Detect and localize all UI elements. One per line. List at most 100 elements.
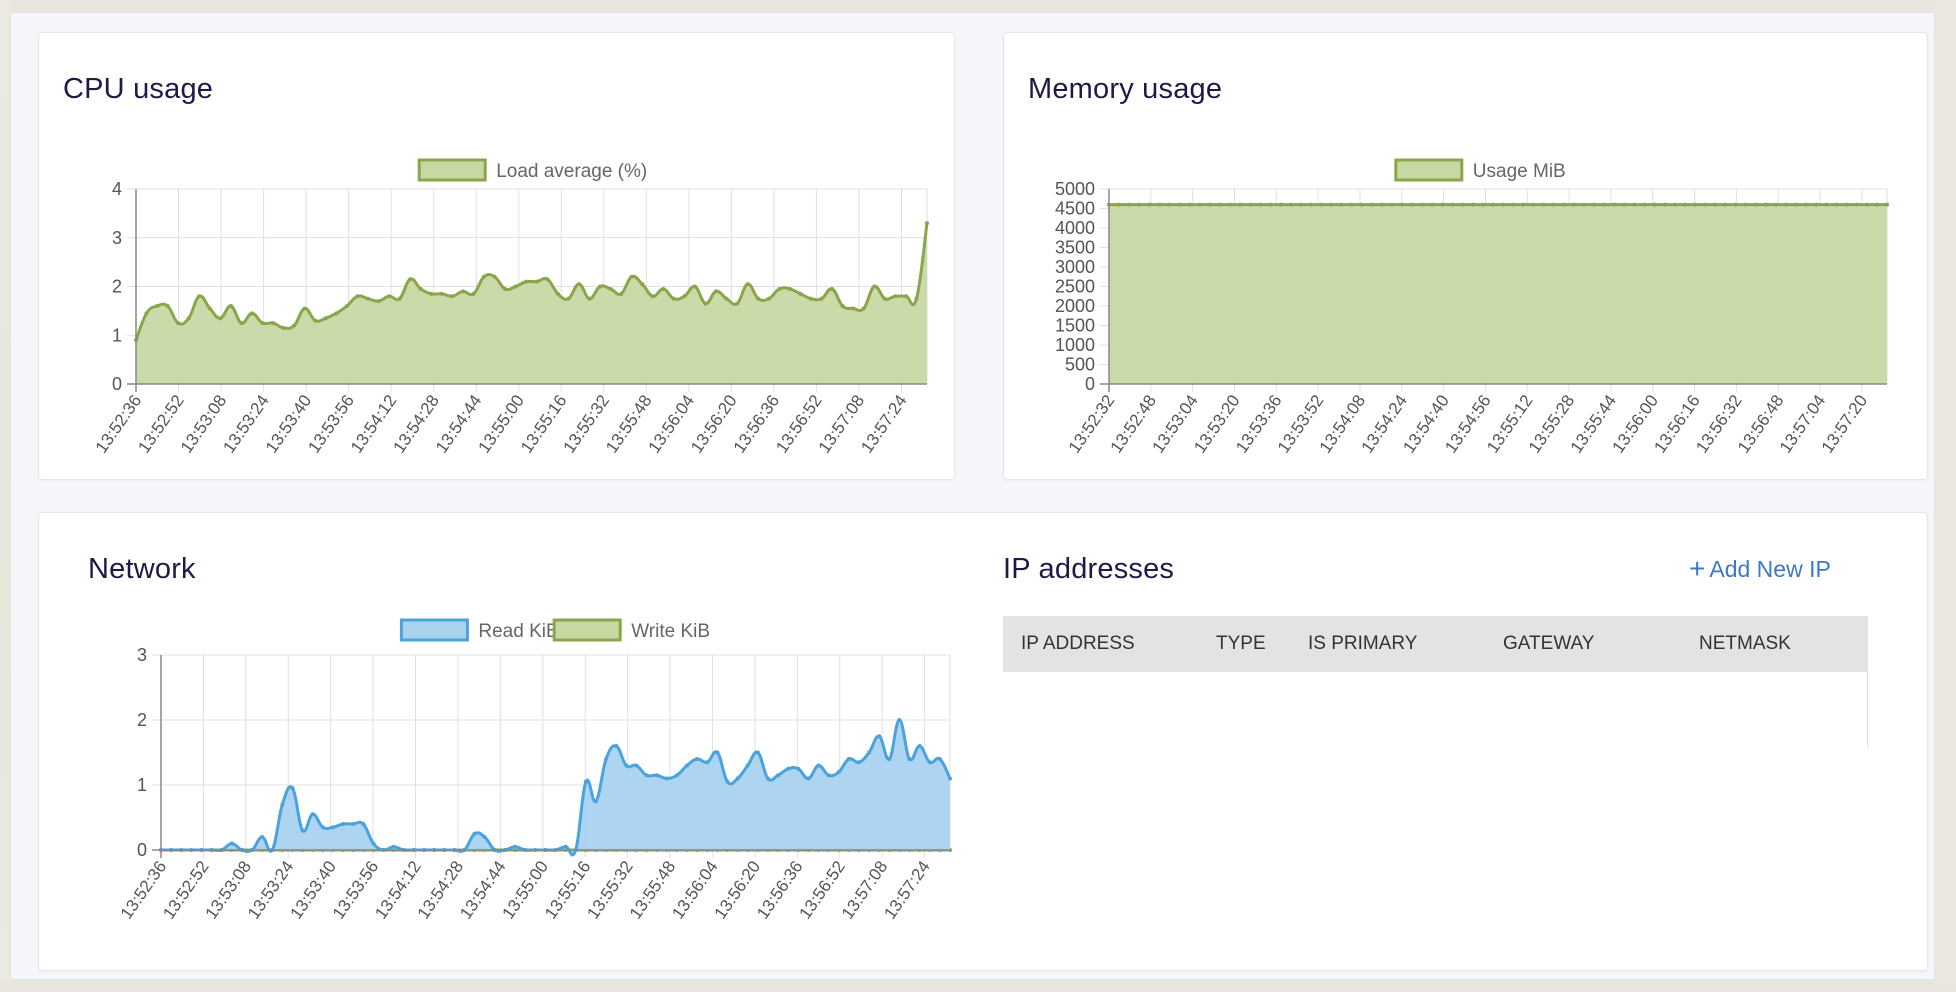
net-point bbox=[836, 770, 841, 774]
cpu-point bbox=[861, 306, 866, 311]
net-point bbox=[472, 831, 477, 836]
cpu-point bbox=[903, 294, 908, 299]
net-point bbox=[796, 766, 801, 771]
mem-point bbox=[1551, 202, 1556, 207]
mem-area-usage-mib bbox=[1109, 204, 1887, 384]
plus-icon: + bbox=[1689, 553, 1706, 584]
mem-point bbox=[1541, 202, 1546, 207]
cpu-point bbox=[186, 316, 191, 321]
mem-point bbox=[1329, 202, 1334, 207]
cpu-point bbox=[218, 316, 223, 321]
ip-addresses-table: IP ADDRESS TYPE IS PRIMARY GATEWAY NETMA… bbox=[1003, 616, 1868, 672]
cpu-point bbox=[766, 296, 771, 301]
cpu-point bbox=[851, 306, 856, 311]
col-is-primary[interactable]: IS PRIMARY bbox=[1308, 616, 1503, 672]
net-point bbox=[513, 844, 518, 849]
net-point bbox=[715, 750, 720, 755]
mem-point bbox=[1228, 202, 1233, 207]
mem-point bbox=[1470, 202, 1475, 207]
mem-y-tick: 3000 bbox=[1055, 257, 1095, 277]
net-point bbox=[482, 835, 487, 839]
net-point bbox=[290, 786, 295, 791]
net-point bbox=[776, 773, 781, 778]
net-point bbox=[765, 776, 770, 781]
cpu-point bbox=[292, 323, 297, 328]
mem-y-tick: 5000 bbox=[1055, 179, 1095, 199]
cpu-point bbox=[576, 282, 581, 287]
mem-point bbox=[1834, 202, 1839, 207]
mem-point bbox=[1672, 202, 1677, 207]
net-point bbox=[867, 750, 872, 755]
net-point bbox=[705, 760, 710, 765]
col-gateway[interactable]: GATEWAY bbox=[1503, 616, 1699, 672]
mem-legend-swatch bbox=[1394, 158, 1464, 182]
mem-point bbox=[1591, 202, 1596, 207]
mem-point bbox=[1420, 202, 1425, 207]
cpu-point bbox=[587, 296, 592, 301]
mem-point bbox=[1410, 202, 1415, 207]
net-point bbox=[654, 773, 659, 778]
net-point bbox=[391, 844, 396, 849]
mem-point bbox=[1814, 202, 1819, 207]
mem-point bbox=[1531, 202, 1536, 207]
cpu-point bbox=[555, 291, 560, 296]
cpu-point bbox=[671, 296, 676, 301]
network-card: Network Read KiB Write KiB 0 1 2 3 13:52:36 13:… bbox=[38, 512, 1928, 971]
cpu-point bbox=[492, 274, 497, 279]
net-point bbox=[826, 773, 831, 778]
mem-point bbox=[1693, 202, 1698, 207]
net-point bbox=[604, 757, 609, 761]
mem-point bbox=[1208, 202, 1213, 207]
cpu-point bbox=[756, 296, 761, 301]
net-point bbox=[887, 757, 892, 761]
mem-point bbox=[1309, 202, 1314, 207]
ip-addresses-title: IP addresses bbox=[1003, 553, 1175, 585]
mem-y-tick: 1500 bbox=[1055, 316, 1095, 336]
net-y-tick: 2 bbox=[137, 710, 147, 730]
col-ip-address[interactable]: IP ADDRESS bbox=[1003, 616, 1216, 672]
cpu-legend-label: Load average (%) bbox=[496, 161, 647, 182]
mem-point bbox=[1743, 202, 1748, 207]
cpu-point bbox=[524, 279, 529, 284]
mem-point bbox=[1379, 202, 1384, 207]
add-new-ip-button[interactable]: + Add New IP bbox=[1689, 555, 1831, 583]
mem-point bbox=[1137, 202, 1142, 207]
window-edge-right bbox=[1935, 0, 1956, 992]
net-point bbox=[624, 763, 629, 768]
mem-point bbox=[1794, 202, 1799, 207]
cpu-point bbox=[629, 274, 634, 279]
net-point bbox=[695, 757, 700, 761]
mem-point bbox=[1804, 202, 1809, 207]
cpu-point bbox=[323, 316, 328, 321]
cpu-legend-swatch bbox=[417, 158, 487, 182]
net-y-tick: 0 bbox=[137, 840, 147, 860]
mem-point bbox=[1187, 202, 1192, 207]
mem-point bbox=[1218, 202, 1223, 207]
mem-point bbox=[1723, 202, 1728, 207]
mem-point bbox=[1440, 202, 1445, 207]
col-type[interactable]: TYPE bbox=[1216, 616, 1308, 672]
cpu-point bbox=[840, 304, 845, 308]
mem-point bbox=[1511, 202, 1516, 207]
cpu-point bbox=[682, 294, 687, 299]
net-point bbox=[685, 763, 689, 768]
mem-legend-label: Usage MiB bbox=[1473, 161, 1566, 182]
ip-table-header-row: IP ADDRESS TYPE IS PRIMARY GATEWAY NETMA… bbox=[1003, 616, 1868, 672]
col-netmask[interactable]: NETMASK bbox=[1699, 616, 1868, 672]
net-point bbox=[897, 718, 902, 722]
cpu-point bbox=[281, 325, 286, 330]
cpu-usage-title: CPU usage bbox=[63, 73, 214, 105]
cpu-point bbox=[207, 306, 212, 311]
cpu-point bbox=[418, 286, 423, 291]
mem-point bbox=[1167, 202, 1172, 207]
net-point bbox=[846, 757, 851, 761]
cpu-y-tick: 2 bbox=[112, 277, 122, 297]
mem-point bbox=[1521, 202, 1526, 207]
memory-usage-card: Memory usage Usage MiB 0 500 1000 1500 2000 25… bbox=[1003, 32, 1928, 480]
mem-point bbox=[1480, 202, 1485, 207]
mem-point bbox=[1642, 202, 1647, 207]
cpu-point bbox=[534, 279, 539, 284]
mem-point bbox=[1854, 202, 1859, 207]
net-point bbox=[310, 812, 315, 817]
cpu-usage-chart: Load average (%)0123413:52:3613:52:5213:… bbox=[92, 158, 929, 457]
